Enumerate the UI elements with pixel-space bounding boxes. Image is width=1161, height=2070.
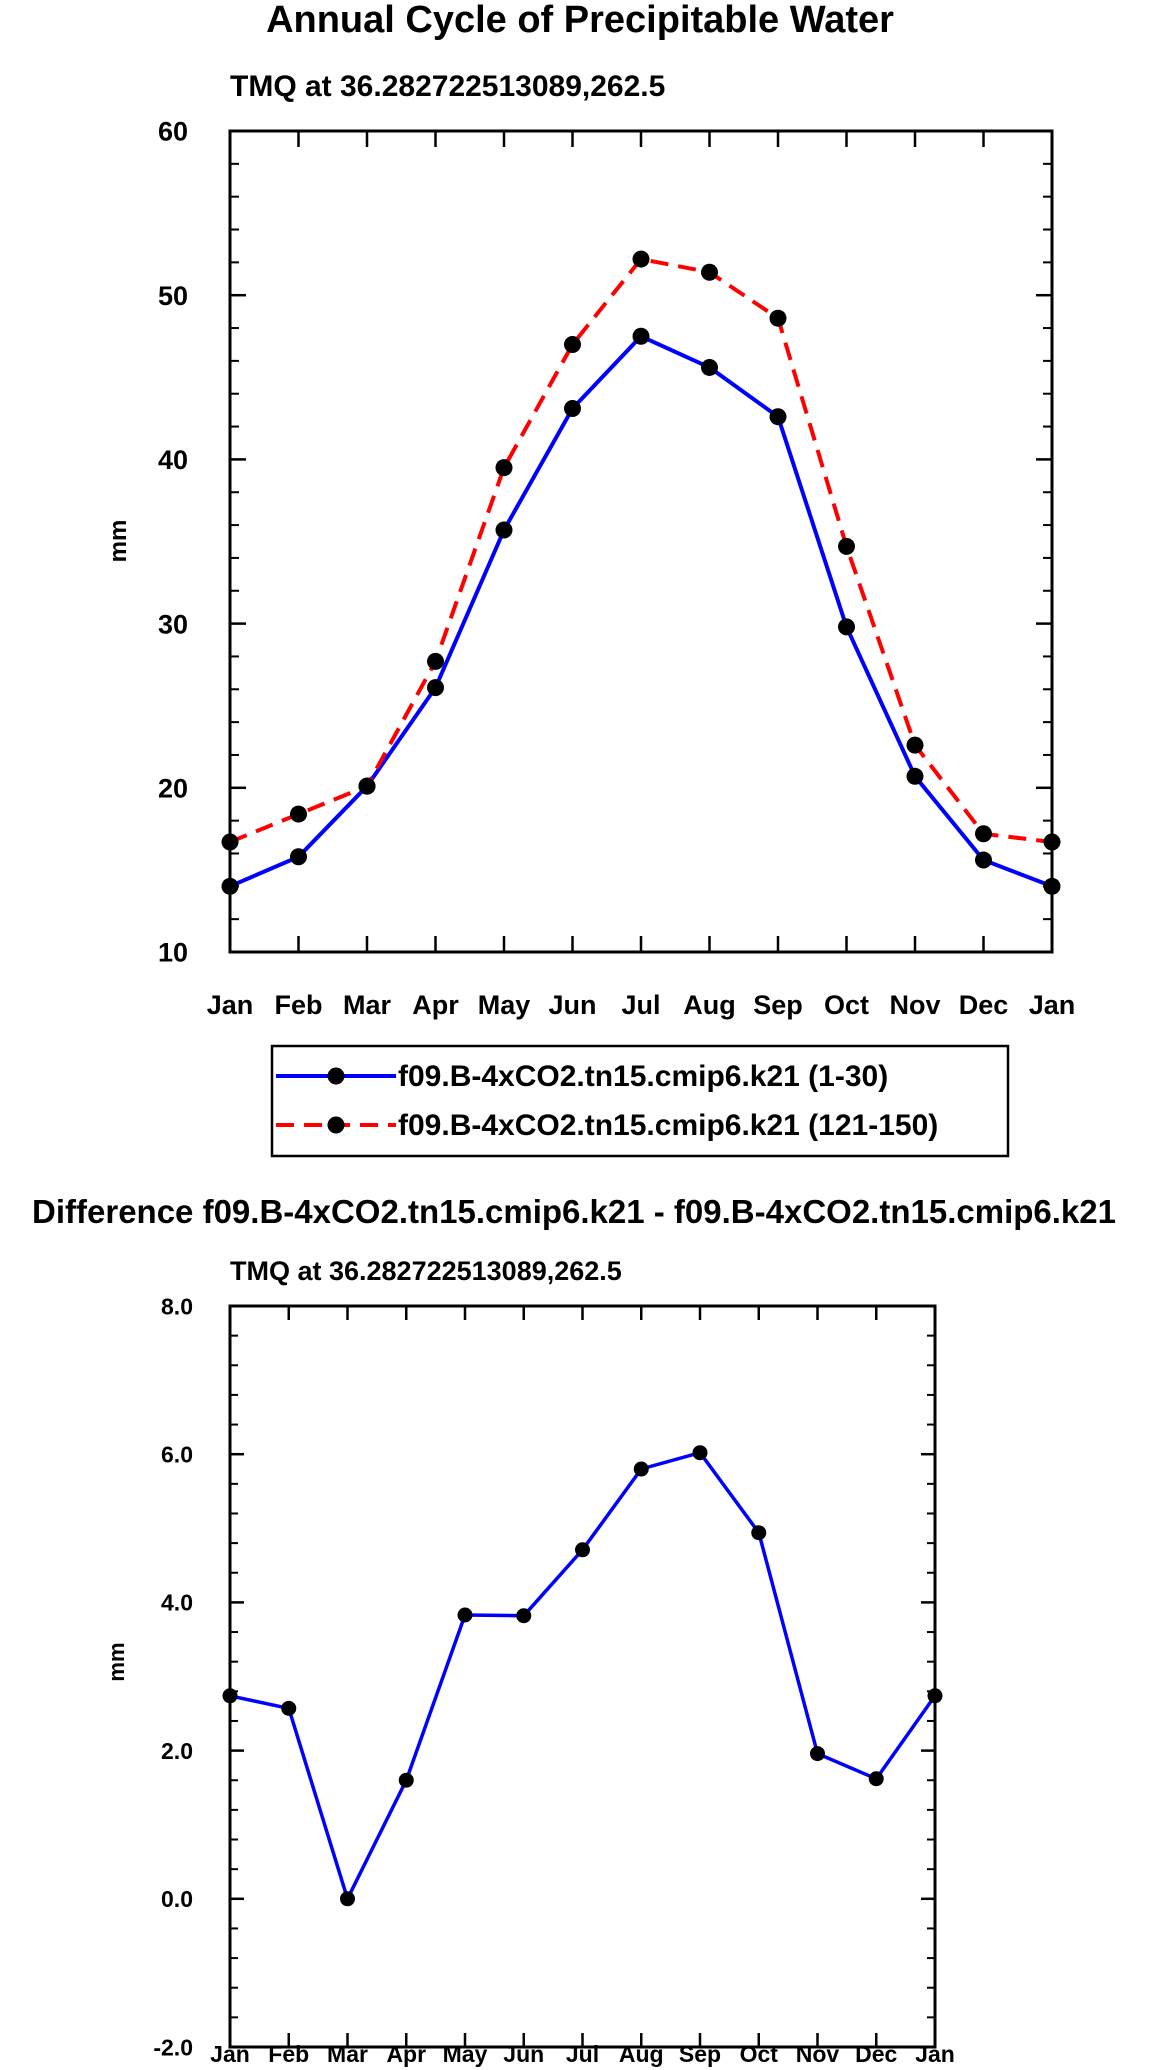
legend-marker-series-2 (327, 1116, 345, 1134)
chart2-xtick-label: Dec (855, 2041, 897, 2067)
chart2-series-1-point (281, 1700, 297, 1716)
chart1-series-1-point (769, 408, 787, 426)
chart1-axes: Jan Feb Mar Apr May Jun Jul Aug Sep Oct Nov Dec Jan 1… (158, 117, 1075, 1020)
chart1-series-2-point (564, 335, 581, 353)
chart1-ytick-label: 60 (158, 117, 188, 147)
chart2-series-1-point (810, 1746, 825, 1762)
chart1-series-2-point (1043, 833, 1061, 851)
chart1-series-1-point (495, 521, 513, 539)
chart1-xtick-label: Mar (343, 990, 392, 1020)
chart1-series-2-point (427, 652, 444, 670)
chart1-series-1-point (906, 767, 924, 785)
chart1-series-group (221, 250, 1061, 895)
chart1-xtick-label: Sep (753, 990, 803, 1020)
legend-marker-series-1 (327, 1067, 345, 1085)
chart1-series-2-point (906, 736, 924, 754)
chart1-subtitle: TMQ at 36.282722513089,262.5 (230, 70, 665, 103)
chart1-ylabel: mm (105, 520, 132, 563)
chart2-series-1-point (868, 1771, 884, 1787)
chart2-xtick-label: Jan (210, 2041, 250, 2067)
chart2-series-1-point (633, 1461, 649, 1477)
chart2-xtick-label: Apr (386, 2041, 426, 2067)
chart2-ytick-label: 6.0 (161, 1441, 193, 1467)
chart2-series-1-point (751, 1525, 767, 1541)
chart1-series-1-point (290, 848, 307, 866)
chart1-xtick-label: Jan (207, 990, 254, 1020)
chart2-series-1-point (692, 1445, 708, 1461)
chart1-ytick-label: 40 (158, 445, 188, 475)
chart2-xtick-label: Feb (268, 2041, 309, 2067)
chart1-series-1-point (1043, 877, 1061, 895)
chart1-legend: f09.B-4xCO2.tn15.cmip6.k21 (1-30) f09.B-… (270, 1044, 1010, 1158)
chart1-xtick-label: Jun (548, 990, 596, 1020)
chart-difference: Difference f09.B-4xCO2.tn15.cmip6.k21 - … (32, 1193, 1116, 2067)
chart1-series-2-point (975, 825, 992, 843)
chart1-xtick-label: Jul (621, 990, 660, 1020)
chart1-xtick-label: Aug (683, 990, 735, 1020)
chart2-series-group (222, 1445, 943, 1907)
chart2-series-1-point (340, 1891, 355, 1907)
chart2-xtick-label: Oct (740, 2041, 779, 2067)
chart1-series-1-point (701, 358, 718, 376)
chart1-series-2-point (838, 537, 855, 555)
chart2-series-1-point (575, 1542, 590, 1558)
chart1-series-2-point (495, 459, 513, 477)
legend-label-series-2: f09.B-4xCO2.tn15.cmip6.k21 (121-150) (398, 1109, 938, 1142)
chart1-xtick-label: Apr (412, 990, 459, 1020)
legend-box (270, 1044, 1010, 1158)
chart1-series-1-point (838, 618, 855, 636)
chart1-ytick-label: 10 (158, 938, 188, 968)
chart2-xtick-label: Jun (503, 2041, 544, 2067)
chart2-xtick-label: Jan (915, 2041, 955, 2067)
chart1-series-line-2 (229, 257, 1053, 844)
chart1-title: Annual Cycle of Precipitable Water (266, 0, 894, 41)
chart2-xtick-label: Jul (566, 2041, 599, 2067)
chart2-xtick-label: Nov (796, 2041, 840, 2067)
chart2-axes: Jan Feb Mar Apr May Jun Jul Aug Sep Oct Nov Dec Jan-… (153, 1293, 954, 2067)
chart2-series-1-point (457, 1607, 473, 1623)
chart2-series-line-1 (229, 1450, 937, 1901)
chart2-xtick-label: Sep (679, 2041, 721, 2067)
chart1-xtick-label: May (478, 990, 531, 1020)
chart2-series-1-point (516, 1608, 532, 1624)
chart1-xtick-label: Nov (889, 990, 940, 1020)
chart1-series-1-point (427, 679, 444, 697)
chart2-ytick-label: 2.0 (161, 1738, 193, 1764)
chart1-series-line-1 (229, 334, 1053, 889)
legend-label-series-1: f09.B-4xCO2.tn15.cmip6.k21 (1-30) (398, 1060, 888, 1093)
chart2-ytick-label: 0.0 (161, 1886, 193, 1912)
chart1-xtick-label: Dec (959, 990, 1009, 1020)
chart1-series-2-point (769, 309, 787, 327)
chart2-xtick-label: Aug (619, 2041, 664, 2067)
chart1-ytick-label: 20 (158, 774, 188, 804)
chart2-subtitle: TMQ at 36.282722513089,262.5 (230, 1256, 622, 1286)
chart2-xtick-label: May (443, 2041, 488, 2067)
chart1-xtick-label: Jan (1029, 990, 1076, 1020)
chart1-xtick-label: Oct (824, 990, 869, 1020)
chart2-ytick-label: 8.0 (161, 1293, 193, 1319)
chart2-series-1-point (222, 1688, 238, 1704)
chart1-series-1-point (975, 851, 992, 869)
chart1-series-2-point (221, 833, 239, 851)
chart2-ylabel: mm (104, 1642, 129, 1681)
chart2-xtick-label: Mar (327, 2041, 368, 2067)
chart1-xtick-label: Feb (274, 990, 322, 1020)
chart1-series-2-point (701, 263, 718, 281)
chart2-ytick-label: 4.0 (161, 1590, 193, 1616)
chart1-ytick-label: 30 (158, 609, 188, 639)
chart1-series-2-point (290, 805, 307, 823)
chart1-series-1-point (632, 327, 650, 345)
chart2-series-1-point (398, 1772, 414, 1788)
chart2-plot-frame (228, 1304, 937, 2049)
chart1-series-1-point (564, 399, 581, 417)
chart1-ytick-label: 50 (158, 281, 188, 311)
chart2-ytick-label: -2.0 (153, 2034, 193, 2060)
chart1-series-2-point (632, 250, 650, 268)
chart1-series-2-point (358, 777, 376, 795)
chart1-series-1-point (221, 877, 239, 895)
chart2-series-1-point (927, 1688, 943, 1704)
chart-annual-cycle: Annual Cycle of Precipitable Water TMQ a… (105, 0, 1075, 1158)
chart2-title: Difference f09.B-4xCO2.tn15.cmip6.k21 - … (32, 1193, 1116, 1230)
